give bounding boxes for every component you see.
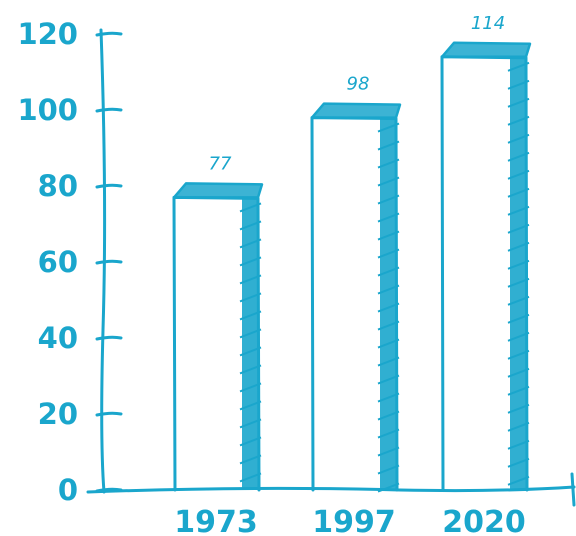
x-tick-label: 1973 — [174, 505, 258, 536]
x-axis-labels: 1973 1997 2020 — [174, 505, 526, 536]
bar-side-scribble — [239, 202, 262, 483]
y-tick-label: 60 — [38, 245, 78, 279]
bar-side-scribble — [377, 122, 400, 493]
bar-top-cap — [310, 102, 402, 119]
chart-axes — [86, 28, 576, 507]
y-tick-label: 20 — [38, 397, 78, 431]
bar-outline — [310, 116, 399, 492]
y-tick-label: 120 — [17, 17, 78, 51]
y-tick-mark — [95, 487, 123, 493]
bar-value-label: 77 — [209, 153, 232, 174]
y-tick-mark — [95, 335, 123, 341]
bars: 77 98 114 — [172, 13, 532, 493]
y-axis-ticks: 0 20 40 60 80 100 120 — [17, 17, 123, 507]
bar-top-cap — [172, 182, 264, 199]
bar-value-label: 98 — [347, 74, 370, 95]
y-tick-mark — [95, 31, 123, 37]
bar-outline — [440, 55, 529, 492]
y-tick-label: 80 — [38, 169, 78, 203]
y-tick-mark — [95, 411, 123, 417]
bar: 77 — [172, 153, 264, 492]
bar-value-label: 114 — [471, 13, 505, 34]
y-tick-mark — [95, 183, 123, 189]
bar: 114 — [440, 13, 532, 492]
bar-side-scribble — [507, 61, 530, 486]
y-tick-label: 0 — [58, 473, 78, 507]
bar: 98 — [310, 74, 402, 493]
bar-outline — [172, 195, 261, 492]
y-tick-mark — [95, 107, 123, 113]
bar-top-cap — [440, 41, 532, 59]
x-axis-line — [86, 485, 576, 494]
y-tick-label: 40 — [38, 321, 78, 355]
y-tick-label: 100 — [17, 93, 78, 127]
y-axis-line — [99, 28, 107, 494]
x-tick-label: 1997 — [312, 505, 396, 536]
bar-side-shade — [242, 197, 258, 490]
bar-side-shade — [510, 56, 526, 491]
y-tick-mark — [95, 259, 123, 265]
x-axis-end-tick — [570, 472, 576, 507]
x-tick-label: 2020 — [442, 505, 526, 536]
